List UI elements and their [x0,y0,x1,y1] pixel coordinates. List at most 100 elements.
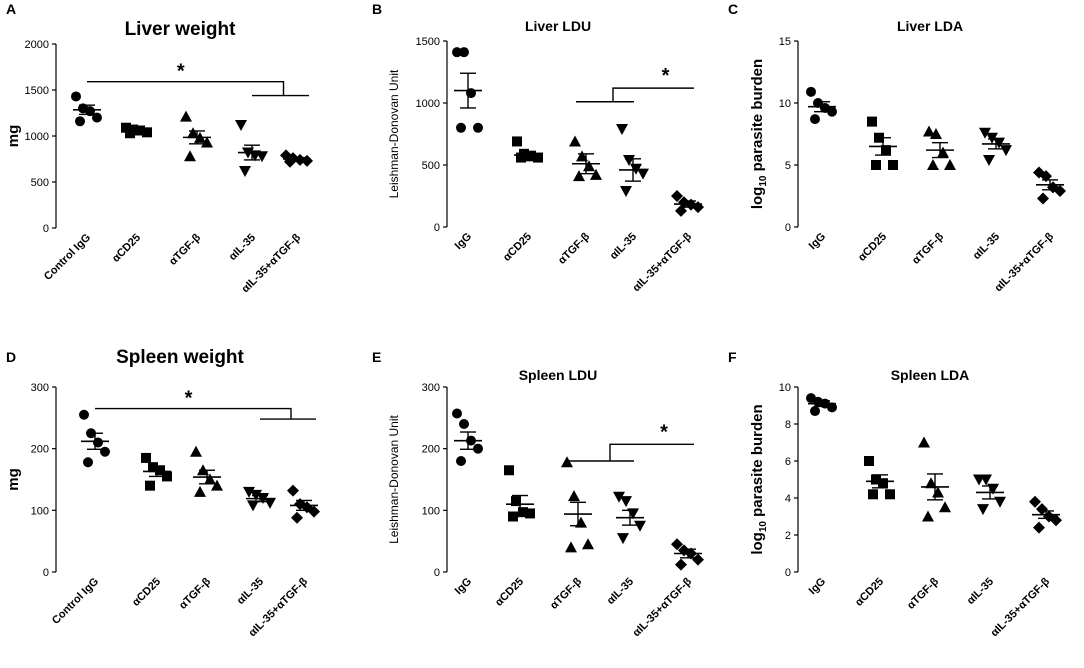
data-point [83,457,93,468]
data-point [871,474,881,485]
y-tick-label: 5 [785,160,791,172]
data-point [888,160,898,170]
data-point [1054,185,1066,198]
x-category-label: αIL-35 [235,576,266,607]
data-point [810,406,820,417]
panel-title: Liver LDA [897,18,963,34]
data-point [616,124,628,136]
panel-a: A Liver weight 0 500 1000 1500 2000 mg Control I… [5,1,313,295]
x-category-label: αIL-35 [605,576,636,607]
data-point [121,122,131,133]
series-group [671,190,704,217]
x-category-label: IgG [453,576,474,597]
series-group [280,149,313,168]
x-category-label: αIL-35+αTGF-β [630,230,694,294]
data-point [456,122,466,133]
data-point [1000,145,1012,157]
data-point [671,538,683,551]
data-point [187,127,199,139]
y-tick-label: 6 [785,456,791,468]
data-point [235,119,247,131]
x-category-label: IgG [807,231,828,252]
data-point [459,419,469,429]
series-group [973,474,1006,516]
x-category-label: αTGF-β [548,575,584,611]
x-category-label: Control IgG [42,232,93,283]
y-tick-label: 2000 [25,39,49,51]
data-point [927,159,939,170]
data-point [155,465,165,476]
data-point [291,511,303,524]
data-point [141,452,151,463]
panel-title: Liver weight [125,19,237,40]
data-point [256,151,268,163]
data-point [516,152,526,163]
series-group [864,456,895,500]
y-tick-label: 0 [434,567,440,579]
data-point [308,505,320,518]
series-group [867,116,898,170]
data-point [92,112,102,123]
data-point [511,496,521,507]
series-group [180,110,213,162]
data-point [810,114,820,125]
data-point [885,489,895,500]
data-point [75,116,85,127]
series-group [923,125,956,170]
data-point [813,98,823,108]
data-point [827,402,837,413]
data-point [243,486,255,498]
data-point [145,480,155,491]
series-group [918,436,951,522]
x-category-label: IgG [807,576,828,597]
data-point [977,504,989,516]
panel-label: B [372,1,382,17]
y-tick-label: 500 [422,160,440,172]
series-group [1029,495,1062,534]
x-category-label: IgG [453,231,474,252]
data-point [569,135,581,147]
data-point [125,128,135,139]
data-point [452,408,462,419]
significance-star: * [660,421,668,443]
data-point [1033,521,1045,534]
data-point [1040,170,1052,183]
x-category-label: αTGF-β [910,230,946,266]
data-point [239,165,251,177]
data-point [1029,495,1041,508]
data-point [456,456,466,466]
series-group [561,456,594,553]
data-point [867,116,877,127]
y-tick-label: 10 [779,98,791,110]
data-point [979,127,991,139]
data-point [925,477,937,489]
data-point [922,510,934,522]
x-category-label: αIL-35 [971,231,1002,262]
data-point [180,110,192,122]
panel-label: E [372,349,381,365]
series-group [512,136,543,163]
data-point [617,533,629,545]
data-point [504,465,514,476]
y-tick-label: 300 [31,382,49,394]
y-axis-label: mg [5,468,22,491]
data-point [184,150,196,162]
data-point [1036,503,1048,516]
y-axis-label: log10 parasite burden [749,404,769,554]
data-point [675,558,687,571]
panel-f: F Spleen LDA 0 2 4 6 8 10 log10 parasite burden I… [728,349,1062,639]
data-point [583,160,595,172]
series-group [806,393,837,417]
x-category-label: αIL-35+αTGF-β [988,575,1052,639]
significance-star: * [177,61,185,83]
data-point [473,122,483,133]
y-tick-label: 0 [43,223,49,235]
data-point [675,204,687,217]
data-point [806,86,816,97]
data-point [525,508,535,519]
y-tick-label: 1500 [416,36,440,48]
data-point [864,456,874,466]
y-tick-label: 4 [785,493,791,505]
data-point [923,125,935,137]
